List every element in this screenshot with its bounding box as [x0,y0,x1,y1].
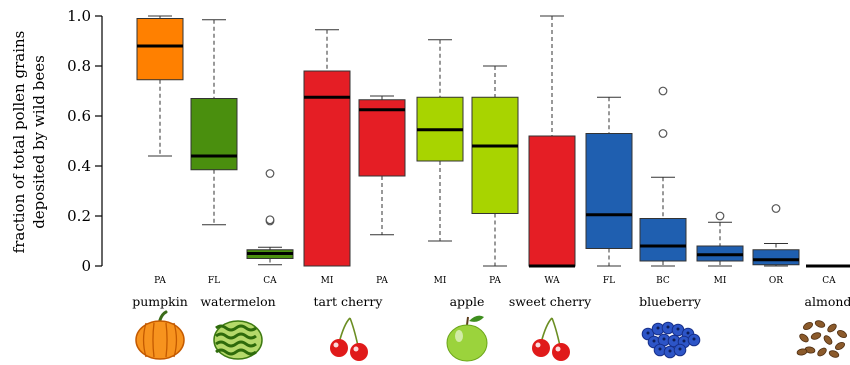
crop-icons [135,310,847,362]
state-label: BC [656,276,670,286]
crop-label: watermelon [200,294,275,309]
outlier-point [265,215,275,225]
state-labels: PA FL CA MI PA MI PA WA FL BC MI OR CA [154,276,836,286]
state-label: MI [321,276,334,286]
box-apple-mi [416,39,464,242]
crop-label: blueberry [639,294,702,309]
state-label: PA [154,276,166,286]
box-tart-cherry-pa [358,95,406,236]
crop-label: pumpkin [132,294,188,309]
box-body [585,133,633,249]
y-tick-label: 0.8 [67,57,91,75]
blueberry-icon [641,321,701,359]
y-axis-label-line-2: deposited by wild bees [30,55,48,229]
y-tick-label: 0.4 [67,157,91,175]
box-body [136,18,184,81]
box-body [303,70,351,267]
state-label: PA [376,276,388,286]
box-blueberry-or [752,204,800,267]
boxes [136,15,850,268]
state-label: FL [603,276,615,286]
box-blueberry-bc [639,86,687,267]
box-tart-cherry-mi [303,29,351,267]
outlier-point [265,169,275,178]
watermelon-icon [213,320,263,360]
outlier-point [658,86,668,96]
crop-label: almond [805,294,850,309]
y-tick-label: 1.0 [67,7,91,25]
box-blueberry-fl [585,96,633,267]
crop-label: apple [450,294,485,309]
state-label: CA [263,276,277,286]
state-label: MI [434,276,447,286]
y-axis: 0 0.2 0.4 0.6 0.8 1.0 [67,7,103,275]
box-sweet-cherry-wa [528,15,576,268]
box-pumpkin-pa [136,15,184,157]
box-body [752,249,800,266]
state-label: CA [822,276,836,286]
box-body [358,99,406,177]
box-watermelon-ca [246,169,294,266]
state-label: OR [769,276,783,286]
apple-icon [446,315,488,362]
state-label: WA [544,276,560,286]
box-body [639,218,687,262]
almond-icon [796,320,847,358]
y-tick-label: 0.2 [67,207,91,225]
outlier-point [771,204,781,213]
y-tick-label: 0.6 [67,107,91,125]
box-blueberry-mi [696,211,744,267]
outlier-point [715,211,725,221]
box-watermelon-fl [190,19,238,226]
y-axis-label-line-1: fraction of total pollen grains [10,31,28,254]
cherry-icon [532,317,570,361]
box-apple-pa [471,65,519,267]
state-label: FL [208,276,220,286]
crop-labels: pumpkin watermelon tart cherry apple sweet c… [132,294,850,309]
outlier-point [658,129,668,138]
box-body [471,96,519,214]
state-label: PA [489,276,501,286]
crop-label: sweet cherry [509,294,592,309]
cherry-icon [330,317,368,361]
pumpkin-icon [135,310,185,360]
state-label: MI [714,276,727,286]
box-body [528,135,576,267]
crop-label: tart cherry [314,294,384,309]
y-tick-label: 0 [81,257,91,275]
box-body [190,98,238,171]
